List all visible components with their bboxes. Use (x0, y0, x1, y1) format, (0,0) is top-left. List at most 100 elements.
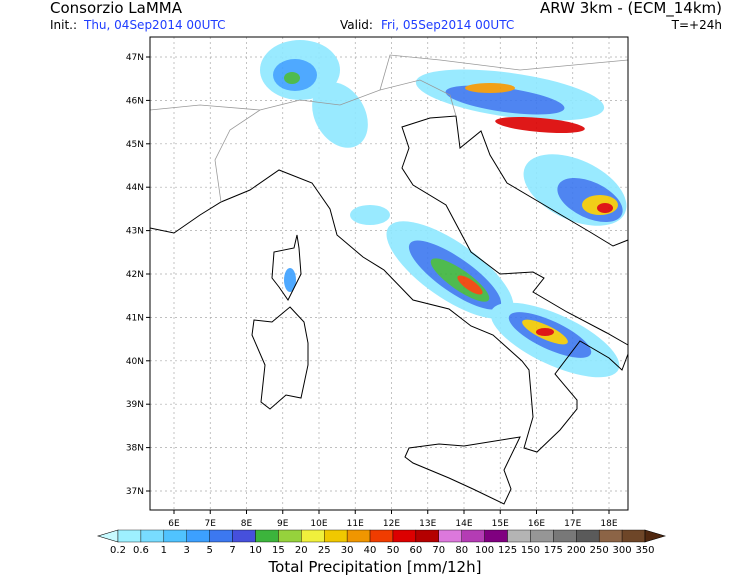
lat-label: 42N (126, 270, 144, 280)
colorbar-label: 7 (229, 545, 235, 556)
colorbar-box (530, 529, 554, 543)
lat-label: 41N (126, 313, 144, 323)
lat-label: 43N (126, 227, 144, 237)
init-label: Init.: (50, 18, 77, 32)
colorbar: 0.2 0.6 1 3 5 7 10 15 20 25 30 40 50 60 70 80 100 125 150 1… (96, 529, 667, 556)
lon-label: 7E (205, 519, 217, 529)
lon-label: 13E (419, 519, 436, 529)
model-title: ARW 3km - (ECM_14km) (540, 0, 722, 18)
precip-area (495, 116, 585, 134)
colorbar-label: 50 (387, 545, 400, 556)
coastline (401, 115, 629, 346)
colorbar-label: 0.2 (110, 545, 126, 556)
lat-label: 37N (126, 487, 144, 497)
lat-label: 40N (126, 357, 144, 367)
colorbar-label: 200 (567, 545, 586, 556)
lat-label: 47N (126, 53, 144, 63)
lon-label: 11E (347, 519, 364, 529)
colorbar-below (96, 529, 119, 543)
precip-area (597, 203, 613, 213)
colorbar-box (369, 529, 394, 543)
national-border (149, 54, 629, 111)
colorbar-label: 1 (161, 545, 167, 556)
colorbar-label: 0.6 (133, 545, 149, 556)
colorbar-box (461, 529, 485, 543)
lon-label: 8E (241, 519, 253, 529)
coastline (149, 169, 629, 453)
colorbar-label: 60 (410, 545, 423, 556)
lon-label: 9E (277, 519, 289, 529)
colorbar-box (415, 529, 439, 543)
lon-label: 16E (528, 519, 545, 529)
precip-area (284, 72, 300, 84)
colorbar-box (117, 529, 142, 543)
colorbar-label: 125 (498, 545, 517, 556)
colorbar-label: 5 (206, 545, 212, 556)
colorbar-box (438, 529, 462, 543)
init-value: Thu, 04Sep2014 00UTC (83, 18, 225, 32)
lat-label: 45N (126, 140, 144, 150)
precip-area (457, 275, 483, 295)
colorbar-label: 175 (544, 545, 563, 556)
sardinia (251, 306, 309, 410)
map-frame (149, 36, 629, 511)
lon-label: 17E (564, 519, 581, 529)
lon-label: 15E (492, 519, 509, 529)
producer-title: Consorzio LaMMA (50, 0, 183, 17)
precip-area (445, 85, 565, 115)
precip-area (465, 83, 515, 93)
colorbar-box (484, 529, 508, 543)
valid-value: Fri, 05Sep2014 00UTC (381, 18, 514, 32)
lon-label: 10E (310, 519, 327, 529)
national-border (214, 79, 457, 203)
lon-label: 6E (168, 519, 180, 529)
colorbar-box (140, 529, 165, 543)
colorbar-box (598, 529, 623, 543)
colorbar-box (507, 529, 531, 543)
precip-area (350, 205, 390, 225)
lead-time: T=+24h (671, 18, 722, 32)
lat-label: 46N (126, 96, 144, 106)
lon-label: 14E (455, 519, 472, 529)
colorbar-label: 10 (249, 545, 262, 556)
colorbar-box (324, 529, 348, 543)
corsica (271, 234, 302, 301)
colorbar-box (576, 529, 600, 543)
lon-label: 18E (600, 519, 617, 529)
colorbar-box (621, 529, 646, 543)
colorbar-label: 30 (341, 545, 354, 556)
lon-label: 12E (383, 519, 400, 529)
colorbar-box (209, 529, 233, 543)
colorbar-above (644, 529, 667, 543)
precip-area (312, 82, 368, 148)
colorbar-box (301, 529, 325, 543)
colorbar-box (392, 529, 417, 543)
colorbar-box (278, 529, 302, 543)
precip-area (536, 328, 554, 336)
valid-label: Valid: (340, 18, 373, 32)
colorbar-box (553, 529, 577, 543)
colorbar-box (163, 529, 187, 543)
colorbar-box (232, 529, 256, 543)
colorbar-label: 25 (318, 545, 331, 556)
colorbar-label: 250 (590, 545, 609, 556)
coastlines (149, 54, 629, 505)
colorbar-label: 100 (475, 545, 494, 556)
colorbar-title: Total Precipitation [mm/12h] (268, 558, 482, 576)
colorbar-box (346, 529, 371, 543)
colorbar-label: 80 (455, 545, 468, 556)
lat-label: 44N (126, 183, 144, 193)
colorbar-label: 15 (272, 545, 285, 556)
colorbar-label: 300 (613, 545, 632, 556)
colorbar-box (186, 529, 210, 543)
sicily (404, 436, 521, 505)
colorbar-label: 150 (521, 545, 540, 556)
lat-label: 39N (126, 400, 144, 410)
precip-area (284, 268, 296, 292)
lat-label: 38N (126, 444, 144, 454)
colorbar-label: 350 (635, 545, 654, 556)
colorbar-box (255, 529, 279, 543)
colorbar-label: 70 (432, 545, 445, 556)
colorbar-label: 20 (295, 545, 308, 556)
